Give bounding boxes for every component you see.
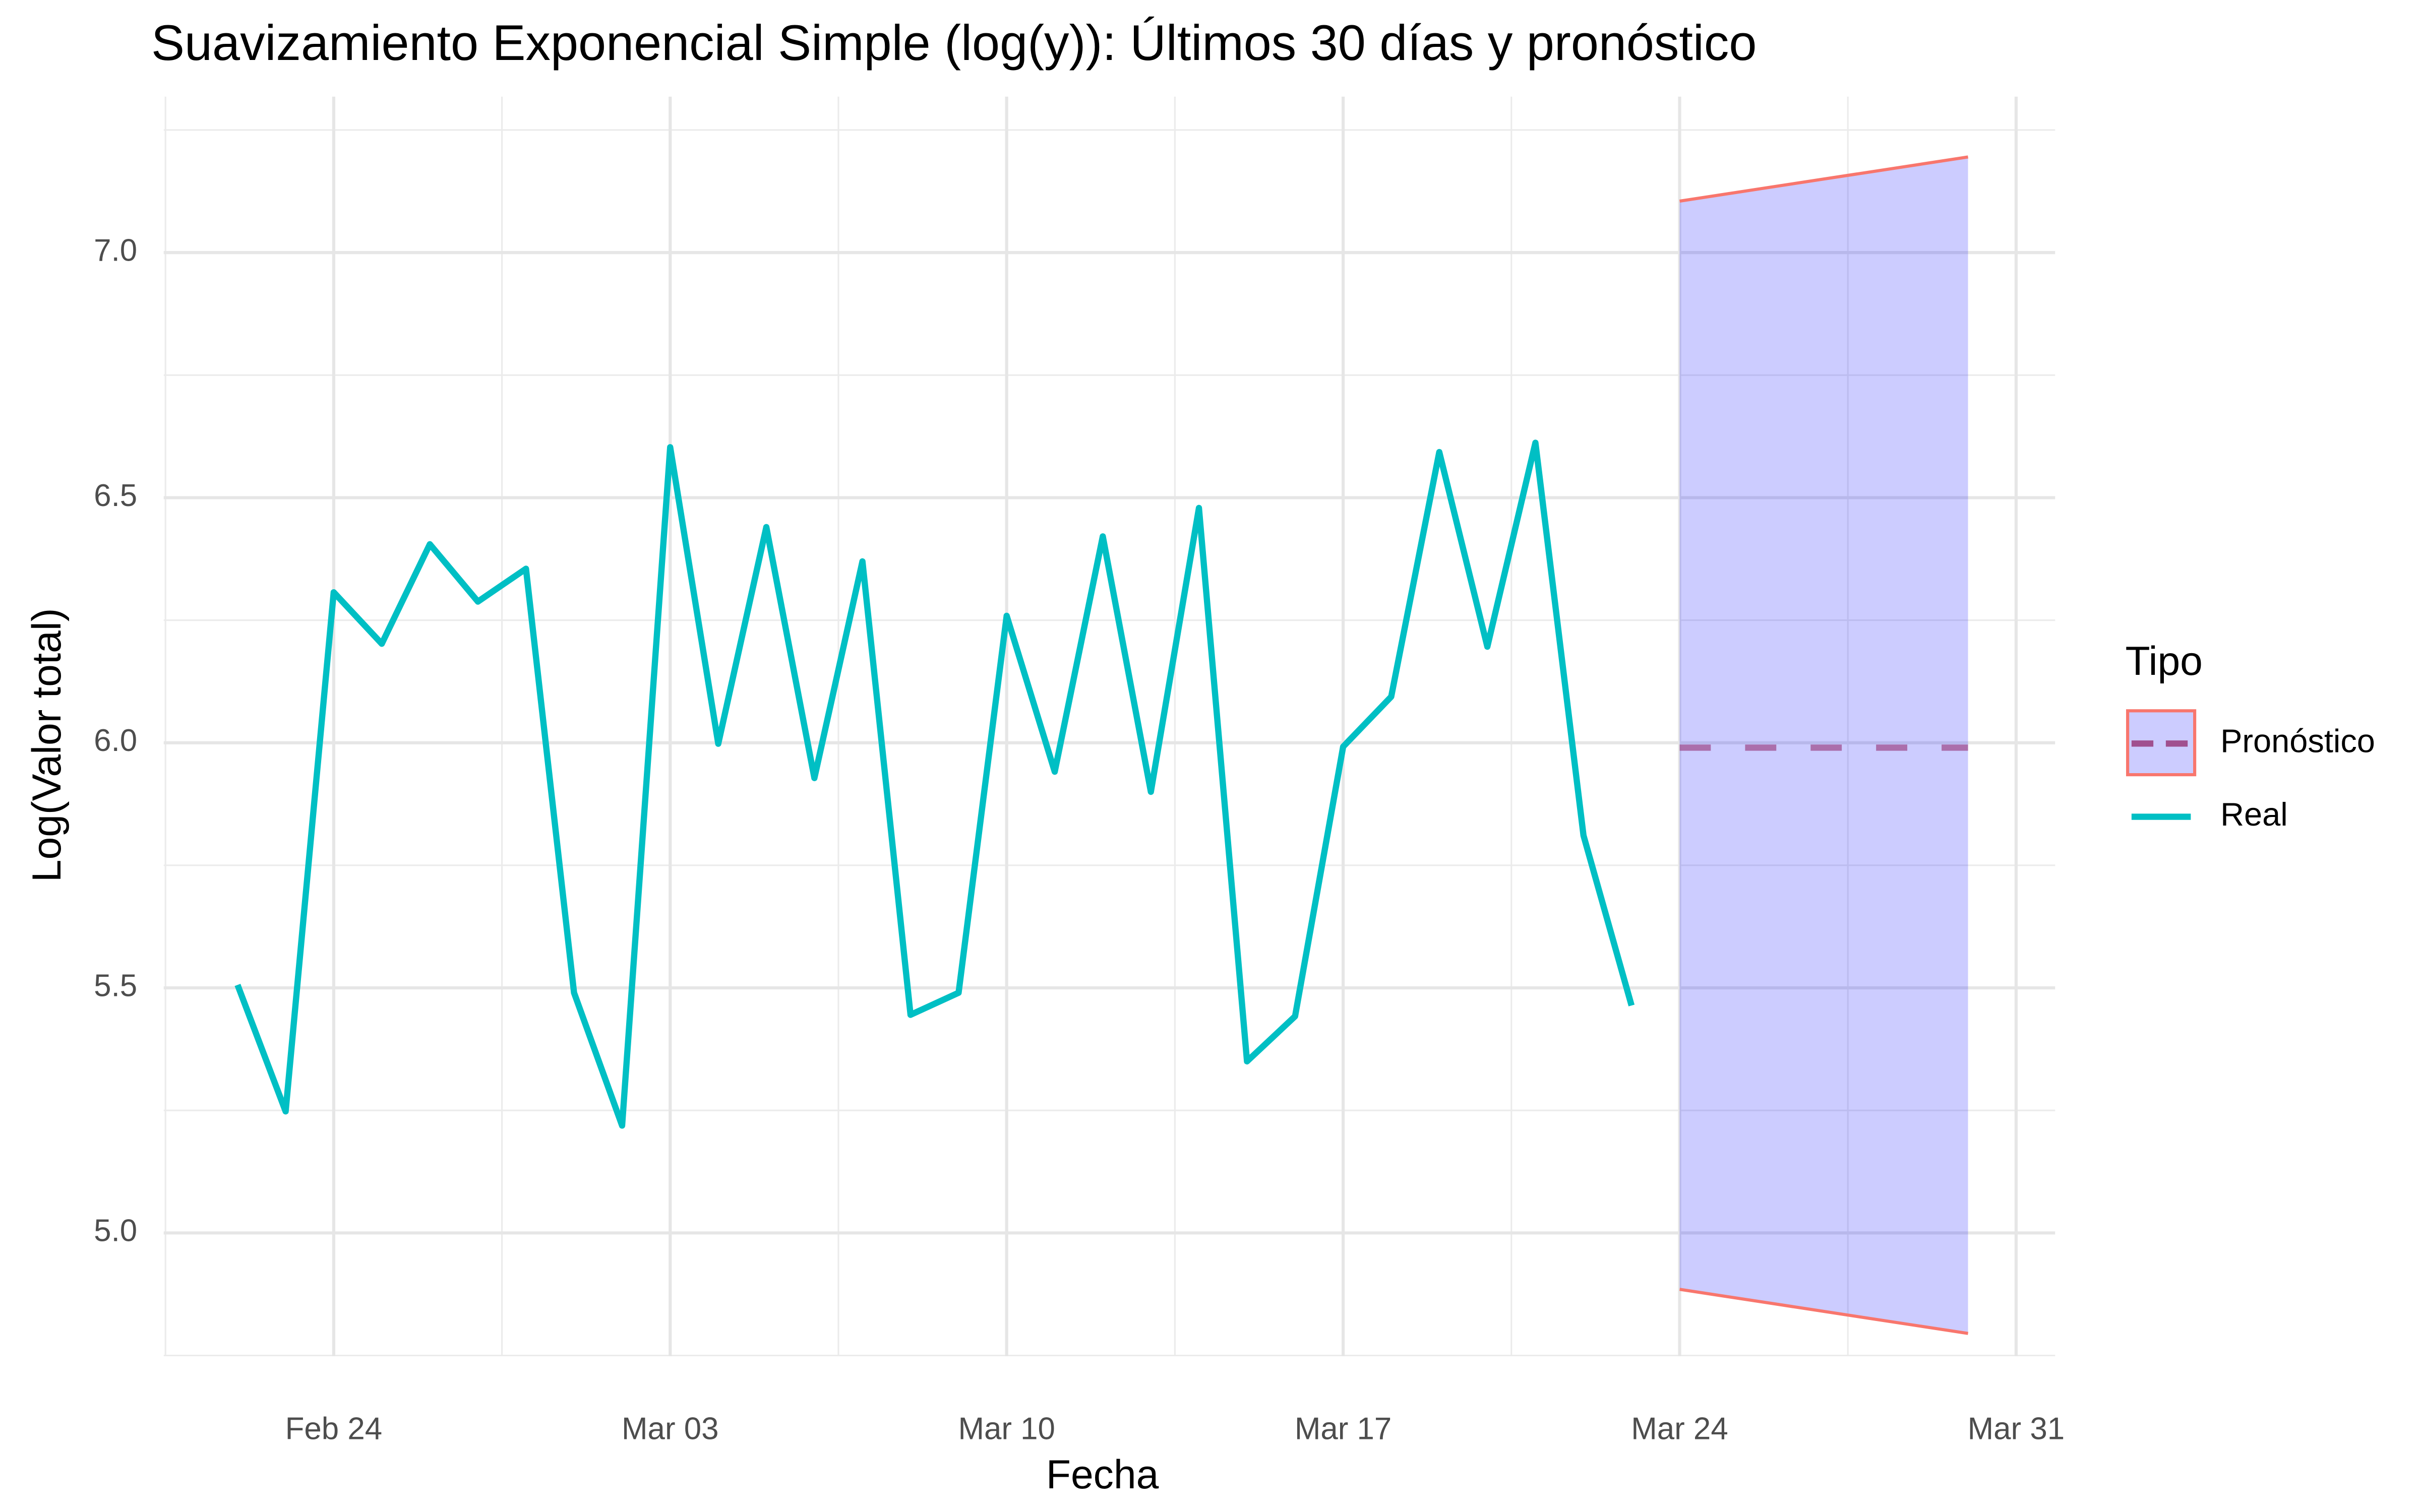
grid [163, 96, 2055, 1357]
chart-title: Suavizamiento Exponencial Simple (log(y)… [151, 15, 1757, 71]
y-axis-label: Log(Valor total) [24, 608, 70, 882]
axes: 5.0 5.5 6.0 6.5 7.0 Feb 24 Mar 03 Mar 10 Mar 17 M… [94, 233, 2065, 1446]
legend-title: Tipo [2125, 639, 2202, 684]
x-tick-label: Mar 17 [1295, 1412, 1392, 1446]
plot-marks [234, 155, 1969, 1335]
band-edge [1679, 1288, 1969, 1335]
series-line [234, 439, 1635, 1129]
x-tick-label: Mar 24 [1631, 1412, 1728, 1446]
legend: Tipo Pronóstico Real [2125, 639, 2375, 833]
y-tick-label: 5.5 [94, 968, 137, 1003]
y-tick-label: 5.0 [94, 1214, 137, 1248]
x-tick-label: Feb 24 [285, 1412, 383, 1446]
band-edge [1679, 155, 1969, 203]
x-tick-label: Mar 31 [1968, 1412, 2065, 1446]
y-tick-label: 6.5 [94, 478, 137, 513]
y-tick-label: 6.0 [94, 723, 137, 758]
legend-label: Real [2220, 796, 2288, 833]
x-axis-label: Fecha [1046, 1452, 1159, 1497]
y-tick-label: 7.0 [94, 233, 137, 268]
x-tick-label: Mar 03 [622, 1412, 718, 1446]
x-tick-label: Mar 10 [958, 1412, 1055, 1446]
legend-label: Pronóstico [2220, 722, 2375, 759]
